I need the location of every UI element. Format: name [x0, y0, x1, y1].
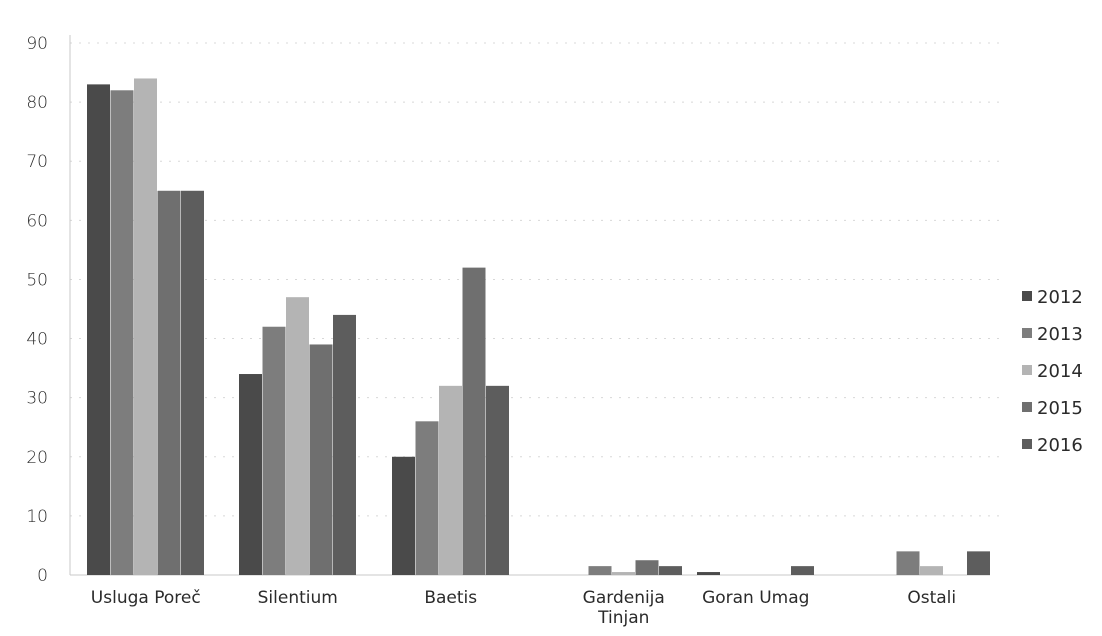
bar-2016-4: [791, 566, 814, 575]
bar-2012-2: [392, 456, 415, 575]
legend-swatch-2013: [1022, 328, 1032, 338]
legend-label: 2013: [1037, 324, 1083, 345]
axes: [69, 35, 990, 576]
x-category-label: Silentium: [258, 588, 338, 608]
legend-swatch-2015: [1022, 402, 1032, 412]
bar-2016-2: [486, 385, 509, 575]
y-tick-label: 0: [37, 566, 48, 586]
bar-2015-1: [309, 344, 333, 575]
y-tick-label: 10: [26, 507, 48, 527]
bar-2013-0: [110, 90, 134, 576]
bar-2015-0: [157, 190, 181, 575]
bar-2013-1: [262, 326, 286, 575]
y-tick-label: 80: [26, 93, 48, 113]
bar-2013-2: [415, 421, 439, 575]
x-category-label: Ostali: [907, 588, 956, 608]
bar-2015-3: [635, 560, 659, 575]
legend-swatch-2012: [1022, 291, 1032, 301]
y-tick-label: 30: [26, 389, 48, 409]
bar-2016-1: [333, 314, 356, 575]
bar-2014-2: [439, 385, 462, 575]
legend-label: 2012: [1037, 287, 1083, 308]
gridlines: [70, 42, 1000, 517]
x-category-label: Gardenija Tinjan: [583, 588, 665, 628]
legend-label: 2014: [1037, 361, 1083, 382]
axis-labels: 0 10 20 30 40 50 60 70 80 90 Usluga Poreč Silentium…: [26, 34, 956, 628]
bar-2013-3: [588, 566, 612, 575]
y-tick-label: 90: [26, 34, 48, 54]
bar-2014-0: [134, 78, 157, 575]
bar-2014-3: [612, 572, 635, 575]
y-tick-label: 40: [26, 330, 48, 350]
x-category-label: Goran Umag: [702, 588, 809, 608]
legend-swatch-2014: [1022, 365, 1032, 375]
bar-2016-3: [659, 566, 682, 575]
bar-2014-1: [286, 297, 309, 575]
bar-2012-4: [697, 572, 720, 575]
legend-label: 2016: [1037, 435, 1083, 456]
y-tick-label: 50: [26, 270, 48, 290]
legend-swatch-2016: [1022, 439, 1032, 449]
bar-2014-5: [920, 566, 943, 575]
y-tick-label: 60: [26, 211, 48, 231]
bars: [87, 78, 990, 576]
bar-2015-2: [462, 267, 486, 575]
bar-2012-1: [239, 374, 262, 575]
bar-2013-5: [896, 551, 920, 575]
y-tick-label: 70: [26, 152, 48, 172]
x-category-label: Baetis: [424, 588, 477, 608]
y-tick-label: 20: [26, 448, 48, 468]
bar-2016-5: [967, 551, 990, 575]
bar-2016-0: [181, 190, 204, 575]
legend-label: 2015: [1037, 398, 1083, 419]
x-category-label: Usluga Poreč: [91, 588, 201, 608]
legend: 2012 2013 2014 2015 2016: [1022, 287, 1083, 456]
bar-2012-0: [87, 84, 110, 575]
